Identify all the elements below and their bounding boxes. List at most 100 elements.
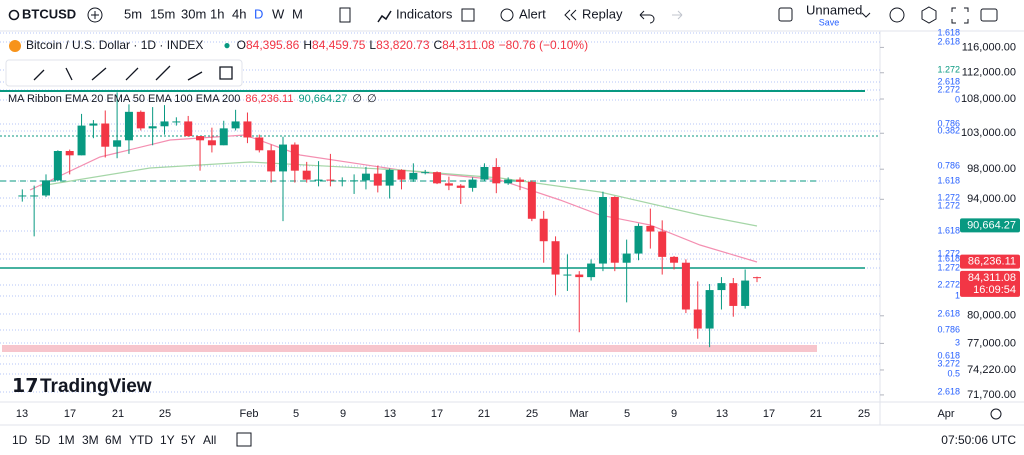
- candle-body: [42, 180, 50, 196]
- candle-body: [136, 111, 145, 129]
- date-range-icon[interactable]: [236, 432, 252, 447]
- interval-button[interactable]: 1h: [210, 6, 224, 21]
- candle-body: [741, 280, 750, 306]
- candle-body: [279, 144, 287, 172]
- candle-body: [385, 169, 394, 186]
- symbol[interactable]: BTCUSD: [22, 6, 76, 21]
- compare-icon[interactable]: [87, 7, 103, 23]
- drawing-toolbar[interactable]: [5, 59, 243, 87]
- legend-title: Bitcoin / U.S. Dollar · 1D · INDEX: [26, 38, 203, 52]
- range-button[interactable]: 5Y: [181, 433, 196, 447]
- ma-legend: MA Ribbon EMA 20 EMA 50 EMA 100 EMA 200 8…: [8, 93, 377, 105]
- screenshot-icon[interactable]: [980, 8, 998, 22]
- candle-body: [255, 137, 264, 151]
- fib-label: 2.618: [937, 308, 960, 318]
- range-button[interactable]: All: [203, 433, 216, 447]
- price-label: 77,000.00: [967, 337, 1016, 349]
- range-button[interactable]: 3M: [82, 433, 99, 447]
- ema-50-line: [39, 161, 758, 227]
- candle-body: [124, 111, 133, 141]
- date-label: 5: [624, 408, 630, 420]
- drawing-tools[interactable]: [33, 65, 233, 81]
- replay-button[interactable]: Replay: [582, 6, 623, 21]
- range-button[interactable]: 1Y: [160, 433, 175, 447]
- interval-button[interactable]: M: [292, 6, 303, 21]
- range-button[interactable]: 5D: [35, 433, 51, 447]
- chart-type-icon[interactable]: [339, 7, 351, 23]
- ohlc-value: 84,395.86: [246, 38, 300, 52]
- interval-button[interactable]: 4h: [232, 6, 246, 21]
- fib-label: 1.272: [937, 248, 960, 258]
- axis-settings-icon[interactable]: [990, 408, 1002, 420]
- candle-body: [101, 123, 110, 147]
- alert-icon: [500, 8, 514, 22]
- candle-body: [516, 179, 524, 182]
- undo-icon[interactable]: [639, 10, 655, 24]
- candle-body: [77, 125, 86, 156]
- fib-label: 1.618: [937, 175, 960, 185]
- candle-body: [160, 121, 169, 127]
- candle-body: [421, 172, 430, 174]
- range-button[interactable]: 1D: [12, 433, 28, 447]
- interval-button[interactable]: 30m: [181, 6, 206, 21]
- candle-body: [409, 172, 418, 180]
- date-label: Mar: [570, 408, 589, 420]
- fib-label: 1.618: [937, 225, 960, 235]
- candle-body: [433, 172, 442, 184]
- ohlc-value: 84,311.08: [442, 38, 495, 52]
- date-label: 17: [431, 408, 443, 420]
- countdown: 16:09:54: [973, 284, 1016, 296]
- settings-icon[interactable]: [921, 6, 937, 24]
- candle-body: [373, 173, 382, 186]
- candle-body: [243, 121, 252, 138]
- indicators-button[interactable]: Indicators: [396, 6, 453, 21]
- price-badge: [960, 254, 1020, 269]
- save-label[interactable]: Save: [819, 17, 840, 27]
- interval-button[interactable]: 5m: [124, 6, 142, 21]
- layouts-icon[interactable]: [461, 8, 475, 22]
- price-label: 98,000.00: [967, 163, 1016, 175]
- range-button[interactable]: YTD: [129, 433, 153, 447]
- candle-body: [53, 151, 62, 181]
- change: −80.76 (−0.10%): [499, 38, 588, 52]
- redo-icon[interactable]: [672, 10, 683, 20]
- candle-body: [527, 181, 536, 219]
- fib-label: 0.786: [937, 324, 960, 334]
- fib-label: 1.272: [937, 64, 960, 74]
- checkbox[interactable]: [778, 7, 793, 22]
- candle-body: [539, 218, 548, 242]
- fib-label: 0.618: [937, 350, 960, 360]
- fullscreen-icon[interactable]: [951, 7, 969, 24]
- interval-button[interactable]: D: [254, 6, 263, 21]
- candle-body: [207, 140, 216, 146]
- interval-button[interactable]: W: [272, 6, 285, 21]
- ma-value: 86,236.11: [245, 93, 293, 105]
- range-button[interactable]: 6M: [105, 433, 122, 447]
- range-button[interactable]: 1M: [58, 433, 75, 447]
- candle-body: [338, 180, 347, 182]
- candle-body: [468, 179, 477, 188]
- clock: 07:50:06 UTC: [941, 433, 1016, 447]
- candle-body: [267, 150, 276, 172]
- layout-name[interactable]: Unnamed: [806, 2, 862, 17]
- date-label: 9: [340, 408, 346, 420]
- quick-search-icon[interactable]: [889, 7, 905, 23]
- candle-body: [717, 283, 726, 291]
- price-badge: [960, 270, 1020, 297]
- search-icon[interactable]: [8, 9, 20, 21]
- date-label: 25: [159, 408, 171, 420]
- candle-body: [705, 290, 714, 329]
- alert-button[interactable]: Alert: [519, 6, 546, 21]
- fib-label: 2.272: [937, 84, 960, 94]
- candle-body: [184, 121, 193, 137]
- ohlc-value: 83,820.73: [376, 38, 430, 52]
- date-label: 13: [16, 408, 28, 420]
- candle-body: [729, 283, 738, 306]
- price-label: 80,000.00: [967, 310, 1016, 322]
- ohlc-label: L: [369, 38, 376, 52]
- price-label: 116,000.00: [962, 41, 1016, 53]
- dropdown-icon[interactable]: [861, 12, 871, 18]
- interval-button[interactable]: 15m: [150, 6, 175, 21]
